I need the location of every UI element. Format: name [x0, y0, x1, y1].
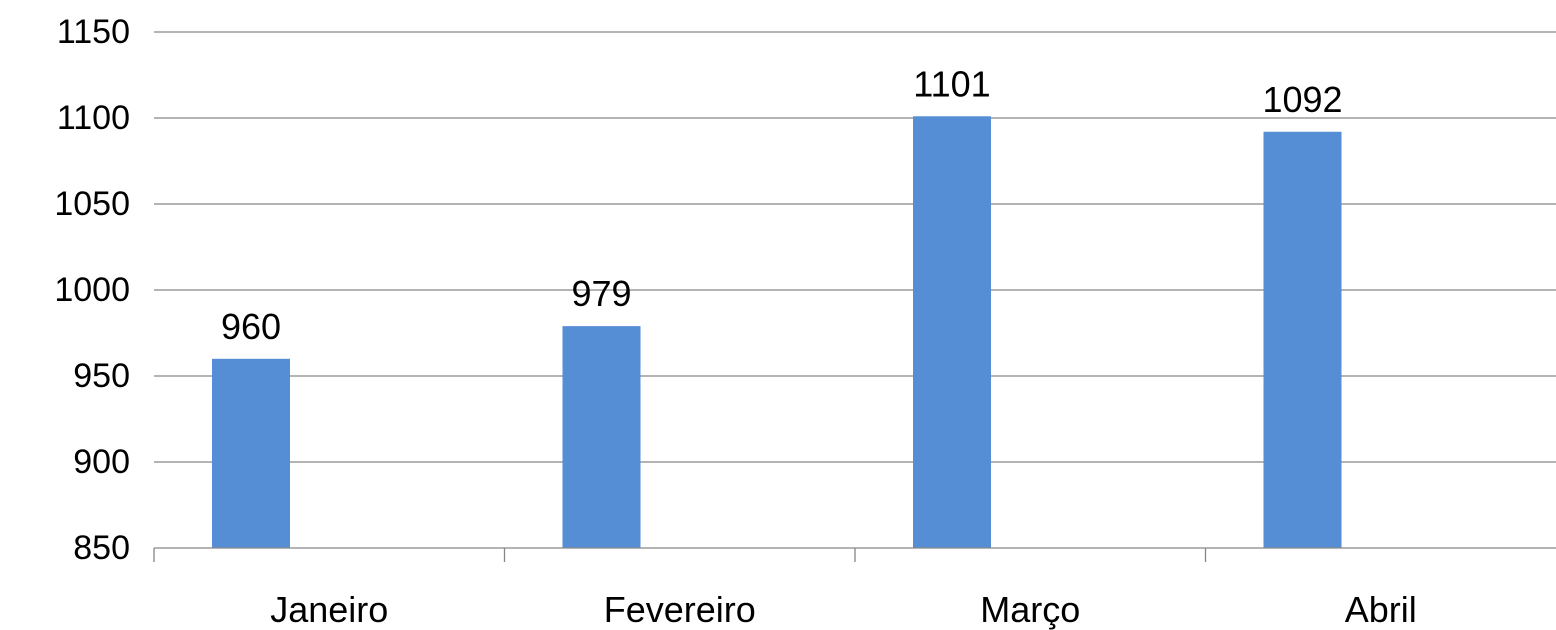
x-axis-category-labels: Janeiro Fevereiro Março Abril	[270, 589, 1417, 630]
data-label: 979	[571, 273, 631, 314]
x-category-label: Janeiro	[270, 589, 388, 630]
bar-mar-o	[913, 116, 991, 548]
bars	[212, 116, 1342, 548]
gridlines	[154, 31, 1556, 463]
data-label: 1101	[913, 63, 990, 104]
y-tick-label: 950	[73, 357, 130, 395]
y-tick-label: 1000	[54, 271, 130, 309]
y-tick-label: 1100	[57, 99, 130, 137]
data-label: 960	[221, 306, 281, 347]
bar-abril	[1263, 131, 1342, 548]
bar-fevereiro	[562, 326, 641, 548]
data-labels: 960 979 1101 1092	[221, 63, 1343, 347]
y-tick-label: 900	[73, 443, 130, 481]
y-axis-tick-labels: 850 900 950 1000 1050 1100 1150	[54, 13, 130, 567]
x-category-label: Fevereiro	[604, 589, 756, 630]
y-tick-label: 1050	[54, 185, 130, 223]
bar-janeiro	[212, 358, 290, 548]
x-category-label: Abril	[1345, 589, 1417, 630]
x-axis	[153, 547, 1556, 562]
y-tick-label: 850	[73, 529, 130, 567]
data-label: 1092	[1262, 79, 1342, 120]
x-category-label: Março	[980, 589, 1080, 630]
y-tick-label: 1150	[57, 13, 130, 51]
